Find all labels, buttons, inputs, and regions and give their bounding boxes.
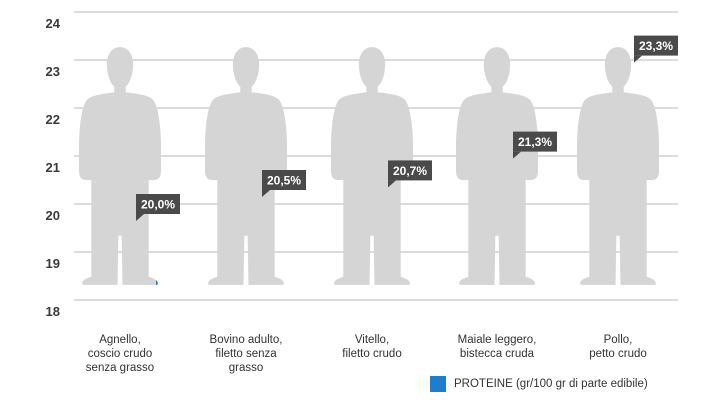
bar-figure: 21,3% (456, 47, 557, 285)
svg-text:20,5%: 20,5% (267, 174, 301, 188)
category-label: bistecca cruda (460, 348, 535, 360)
category-label: coscio crudo (88, 348, 153, 360)
legend: PROTEINE (gr/100 gr di parte edibile) (430, 376, 648, 392)
y-tick-label: 22 (46, 112, 60, 127)
silhouette-background (456, 47, 538, 285)
legend-label: PROTEINE (gr/100 gr di parte edibile) (454, 378, 648, 390)
y-axis: 18 19 20 21 22 23 24 (46, 16, 61, 319)
svg-text:20,0%: 20,0% (141, 198, 175, 212)
svg-text:21,3%: 21,3% (518, 135, 552, 149)
category-label: senza grasso (86, 362, 154, 374)
legend-swatch (430, 376, 446, 392)
data-label: 21,3% (513, 131, 557, 159)
data-label: 20,5% (262, 170, 306, 197)
silhouette-background (79, 47, 161, 285)
bar-figure: 20,7% (331, 47, 432, 285)
svg-text:23,3%: 23,3% (639, 39, 673, 53)
data-label: 23,3% (634, 35, 678, 63)
category-label: Vitello, (355, 334, 389, 346)
category-label: petto crudo (589, 348, 647, 360)
y-tick-label: 20 (46, 208, 60, 223)
data-label: 20,0% (136, 194, 180, 221)
category-label: Pollo, (604, 334, 633, 346)
y-tick-label: 19 (46, 256, 60, 271)
svg-text:20,7%: 20,7% (393, 164, 427, 178)
bar-figure: 20,5% (205, 47, 306, 285)
y-tick-label: 23 (46, 64, 60, 79)
bar-figure: 23,3% (577, 35, 678, 285)
category-label: filetto crudo (342, 348, 401, 360)
category-labels: Agnello, coscio crudo senza grasso Bovino a… (86, 334, 647, 374)
category-label: Bovino adulto, (210, 334, 283, 346)
category-label: grasso (229, 362, 264, 374)
y-tick-label: 21 (46, 160, 60, 175)
category-label: Maiale leggero, (458, 334, 537, 346)
y-tick-label: 24 (46, 16, 61, 31)
silhouette-background (577, 47, 659, 285)
bar-figure: 20,0% (79, 47, 180, 285)
category-label: filetto senza (215, 348, 277, 360)
pictogram-bars: 20,0% 20,5% 20,7% 21,3% 23,3% (79, 35, 678, 285)
silhouette-background (205, 47, 287, 285)
category-label: Agnello, (99, 334, 141, 346)
y-tick-label: 18 (46, 304, 60, 319)
data-label: 20,7% (388, 160, 432, 188)
